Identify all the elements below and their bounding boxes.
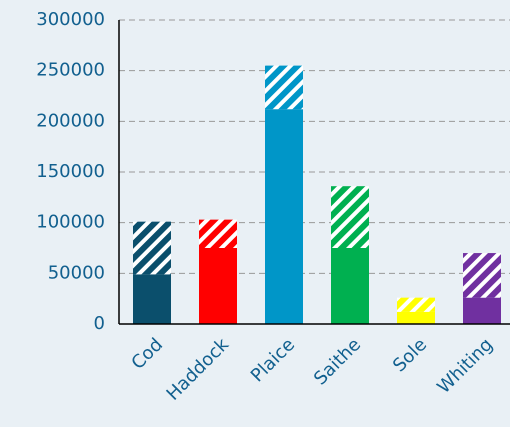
x-tick-label: Sole [389,334,431,376]
x-tick-label: Haddock [163,334,234,405]
bar-segment [199,248,237,324]
bar-segment [133,221,171,275]
y-tick-label: 50000 [48,262,105,283]
bar-segment [331,186,369,248]
y-tick-label: 200000 [36,110,105,131]
x-tick-label: Cod [127,334,167,374]
bar-segment [397,297,435,312]
y-tick-label: 250000 [36,60,105,81]
bar-segment [199,219,237,248]
y-tick-label: 300000 [36,9,105,30]
bar-segment [463,297,501,324]
y-tick-label: 0 [94,313,105,334]
bar-segment [265,65,303,110]
bar-segment [265,109,303,324]
bar-segment [133,274,171,324]
bar-segment [331,248,369,324]
x-tick-label: Saithe [310,334,365,389]
bar-segment [397,311,435,324]
bar-segment [463,253,501,298]
y-tick-label: 100000 [36,212,105,233]
y-tick-label: 150000 [36,161,105,182]
x-tick-label: Plaice [247,334,299,386]
x-tick-label: Whiting [433,334,497,398]
